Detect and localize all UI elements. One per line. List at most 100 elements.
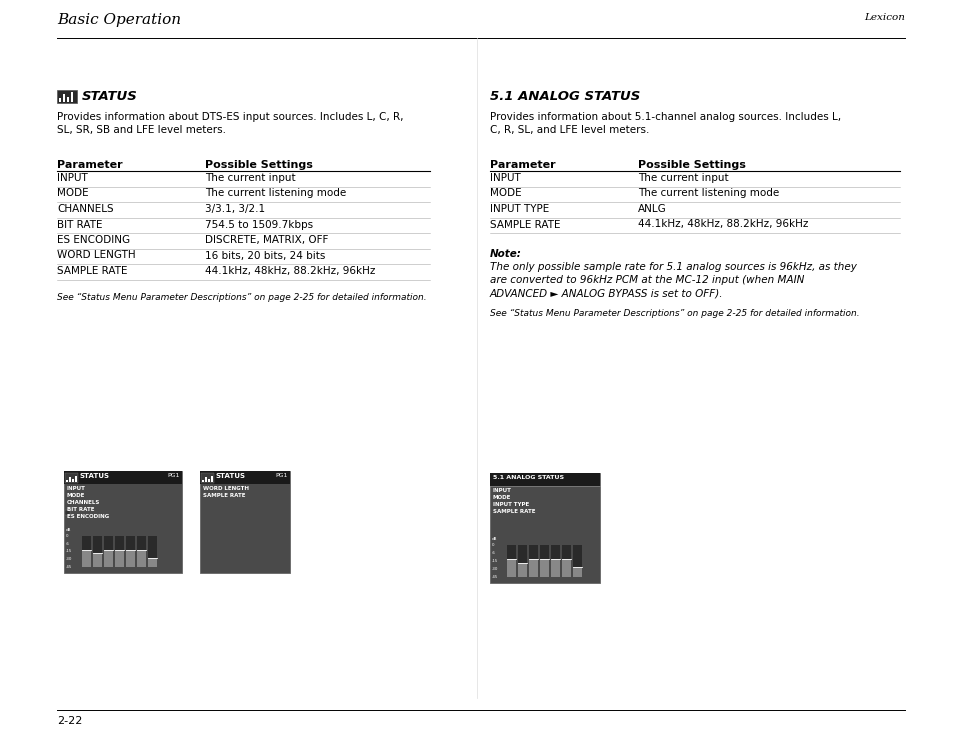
Text: -45: -45	[66, 565, 72, 569]
FancyBboxPatch shape	[561, 545, 571, 577]
FancyBboxPatch shape	[63, 94, 66, 102]
FancyBboxPatch shape	[115, 550, 124, 567]
FancyBboxPatch shape	[202, 480, 204, 482]
FancyBboxPatch shape	[69, 477, 71, 482]
FancyBboxPatch shape	[211, 475, 213, 482]
FancyBboxPatch shape	[71, 479, 74, 482]
Text: SAMPLE RATE: SAMPLE RATE	[493, 509, 535, 514]
FancyBboxPatch shape	[126, 550, 135, 567]
FancyBboxPatch shape	[137, 536, 146, 567]
Text: -15: -15	[492, 559, 497, 563]
Text: 0: 0	[66, 534, 69, 538]
FancyBboxPatch shape	[517, 545, 526, 577]
FancyBboxPatch shape	[148, 536, 157, 567]
FancyBboxPatch shape	[506, 559, 516, 577]
Text: -15: -15	[66, 550, 72, 554]
FancyBboxPatch shape	[126, 536, 135, 567]
Text: Basic Operation: Basic Operation	[57, 13, 181, 27]
Text: Possible Settings: Possible Settings	[638, 160, 745, 170]
FancyBboxPatch shape	[65, 510, 70, 515]
FancyBboxPatch shape	[208, 479, 210, 482]
Text: BIT RATE: BIT RATE	[67, 507, 94, 512]
FancyBboxPatch shape	[200, 471, 290, 484]
FancyBboxPatch shape	[561, 559, 571, 577]
Text: Lexicon: Lexicon	[863, 13, 904, 22]
Text: 16 bits, 20 bits, 24 bits: 16 bits, 20 bits, 24 bits	[205, 250, 325, 261]
FancyBboxPatch shape	[201, 473, 213, 483]
Text: MODE: MODE	[493, 495, 511, 500]
Text: Possible Settings: Possible Settings	[205, 160, 313, 170]
Text: -45: -45	[492, 575, 497, 579]
Text: 2-22: 2-22	[57, 716, 82, 726]
Text: INPUT: INPUT	[493, 488, 512, 493]
FancyBboxPatch shape	[104, 536, 112, 567]
FancyBboxPatch shape	[205, 477, 207, 482]
FancyBboxPatch shape	[92, 553, 102, 567]
FancyBboxPatch shape	[551, 559, 559, 577]
FancyBboxPatch shape	[529, 545, 537, 577]
FancyBboxPatch shape	[517, 562, 526, 577]
Text: STATUS: STATUS	[82, 90, 137, 103]
Text: SAMPLE RATE: SAMPLE RATE	[490, 219, 560, 230]
Text: MODE: MODE	[57, 188, 89, 199]
FancyBboxPatch shape	[71, 92, 73, 102]
FancyBboxPatch shape	[104, 550, 112, 567]
Text: -30: -30	[492, 567, 497, 571]
Text: -30: -30	[66, 557, 72, 562]
FancyBboxPatch shape	[59, 97, 61, 102]
Text: INPUT: INPUT	[490, 173, 520, 183]
FancyBboxPatch shape	[66, 480, 68, 482]
Text: DISCRETE, MATRIX, OFF: DISCRETE, MATRIX, OFF	[205, 235, 328, 245]
Text: Parameter: Parameter	[57, 160, 123, 170]
Text: The only possible sample rate for 5.1 analog sources is 96kHz, as they
are conve: The only possible sample rate for 5.1 an…	[490, 262, 856, 298]
Text: Provides information about DTS-ES input sources. Includes L, C, R,
SL, SR, SB an: Provides information about DTS-ES input …	[57, 112, 403, 135]
Text: ES ENCODING: ES ENCODING	[67, 514, 110, 519]
Text: ES ENCODING: ES ENCODING	[57, 235, 130, 245]
Text: ANLG: ANLG	[638, 204, 666, 214]
Text: INPUT: INPUT	[67, 486, 86, 491]
FancyBboxPatch shape	[67, 97, 70, 102]
Text: See “Status Menu Parameter Descriptions” on page 2-25 for detailed information.: See “Status Menu Parameter Descriptions”…	[57, 294, 426, 303]
Text: WORD LENGTH: WORD LENGTH	[57, 250, 135, 261]
Text: SAMPLE RATE: SAMPLE RATE	[203, 493, 245, 498]
Text: INPUT TYPE: INPUT TYPE	[490, 204, 549, 214]
FancyBboxPatch shape	[137, 550, 146, 567]
FancyBboxPatch shape	[115, 536, 124, 567]
Text: The current input: The current input	[205, 173, 295, 183]
Text: 0: 0	[492, 543, 494, 547]
Text: CHANNELS: CHANNELS	[67, 500, 100, 505]
Text: PG1: PG1	[275, 473, 288, 478]
Text: STATUS: STATUS	[215, 473, 246, 479]
Text: The current listening mode: The current listening mode	[638, 188, 779, 199]
Text: The current input: The current input	[638, 173, 728, 183]
FancyBboxPatch shape	[75, 475, 77, 482]
FancyBboxPatch shape	[64, 471, 182, 573]
FancyBboxPatch shape	[490, 473, 599, 486]
Text: 5.1 ANALOG STATUS: 5.1 ANALOG STATUS	[490, 90, 639, 103]
Text: PG1: PG1	[168, 473, 180, 478]
Text: BIT RATE: BIT RATE	[57, 219, 102, 230]
Text: 5.1 ANALOG STATUS: 5.1 ANALOG STATUS	[493, 475, 563, 480]
FancyBboxPatch shape	[82, 550, 91, 567]
Text: 754.5 to 1509.7kbps: 754.5 to 1509.7kbps	[205, 219, 313, 230]
FancyBboxPatch shape	[490, 473, 599, 583]
FancyBboxPatch shape	[551, 545, 559, 577]
FancyBboxPatch shape	[573, 568, 581, 577]
FancyBboxPatch shape	[64, 471, 182, 484]
Text: Parameter: Parameter	[490, 160, 555, 170]
Text: Note:: Note:	[490, 249, 521, 259]
FancyBboxPatch shape	[539, 559, 548, 577]
Text: INPUT TYPE: INPUT TYPE	[493, 502, 529, 507]
Text: 44.1kHz, 48kHz, 88.2kHz, 96kHz: 44.1kHz, 48kHz, 88.2kHz, 96kHz	[638, 219, 807, 230]
FancyBboxPatch shape	[200, 471, 290, 573]
Text: See “Status Menu Parameter Descriptions” on page 2-25 for detailed information.: See “Status Menu Parameter Descriptions”…	[490, 309, 859, 318]
FancyBboxPatch shape	[92, 536, 102, 567]
Text: WORD LENGTH: WORD LENGTH	[203, 486, 249, 491]
FancyBboxPatch shape	[529, 559, 537, 577]
Text: MODE: MODE	[67, 493, 85, 498]
FancyBboxPatch shape	[65, 473, 78, 483]
Text: CHANNELS: CHANNELS	[57, 204, 113, 214]
Text: 44.1kHz, 48kHz, 88.2kHz, 96kHz: 44.1kHz, 48kHz, 88.2kHz, 96kHz	[205, 266, 375, 276]
Text: -6: -6	[492, 551, 496, 555]
FancyBboxPatch shape	[539, 545, 548, 577]
